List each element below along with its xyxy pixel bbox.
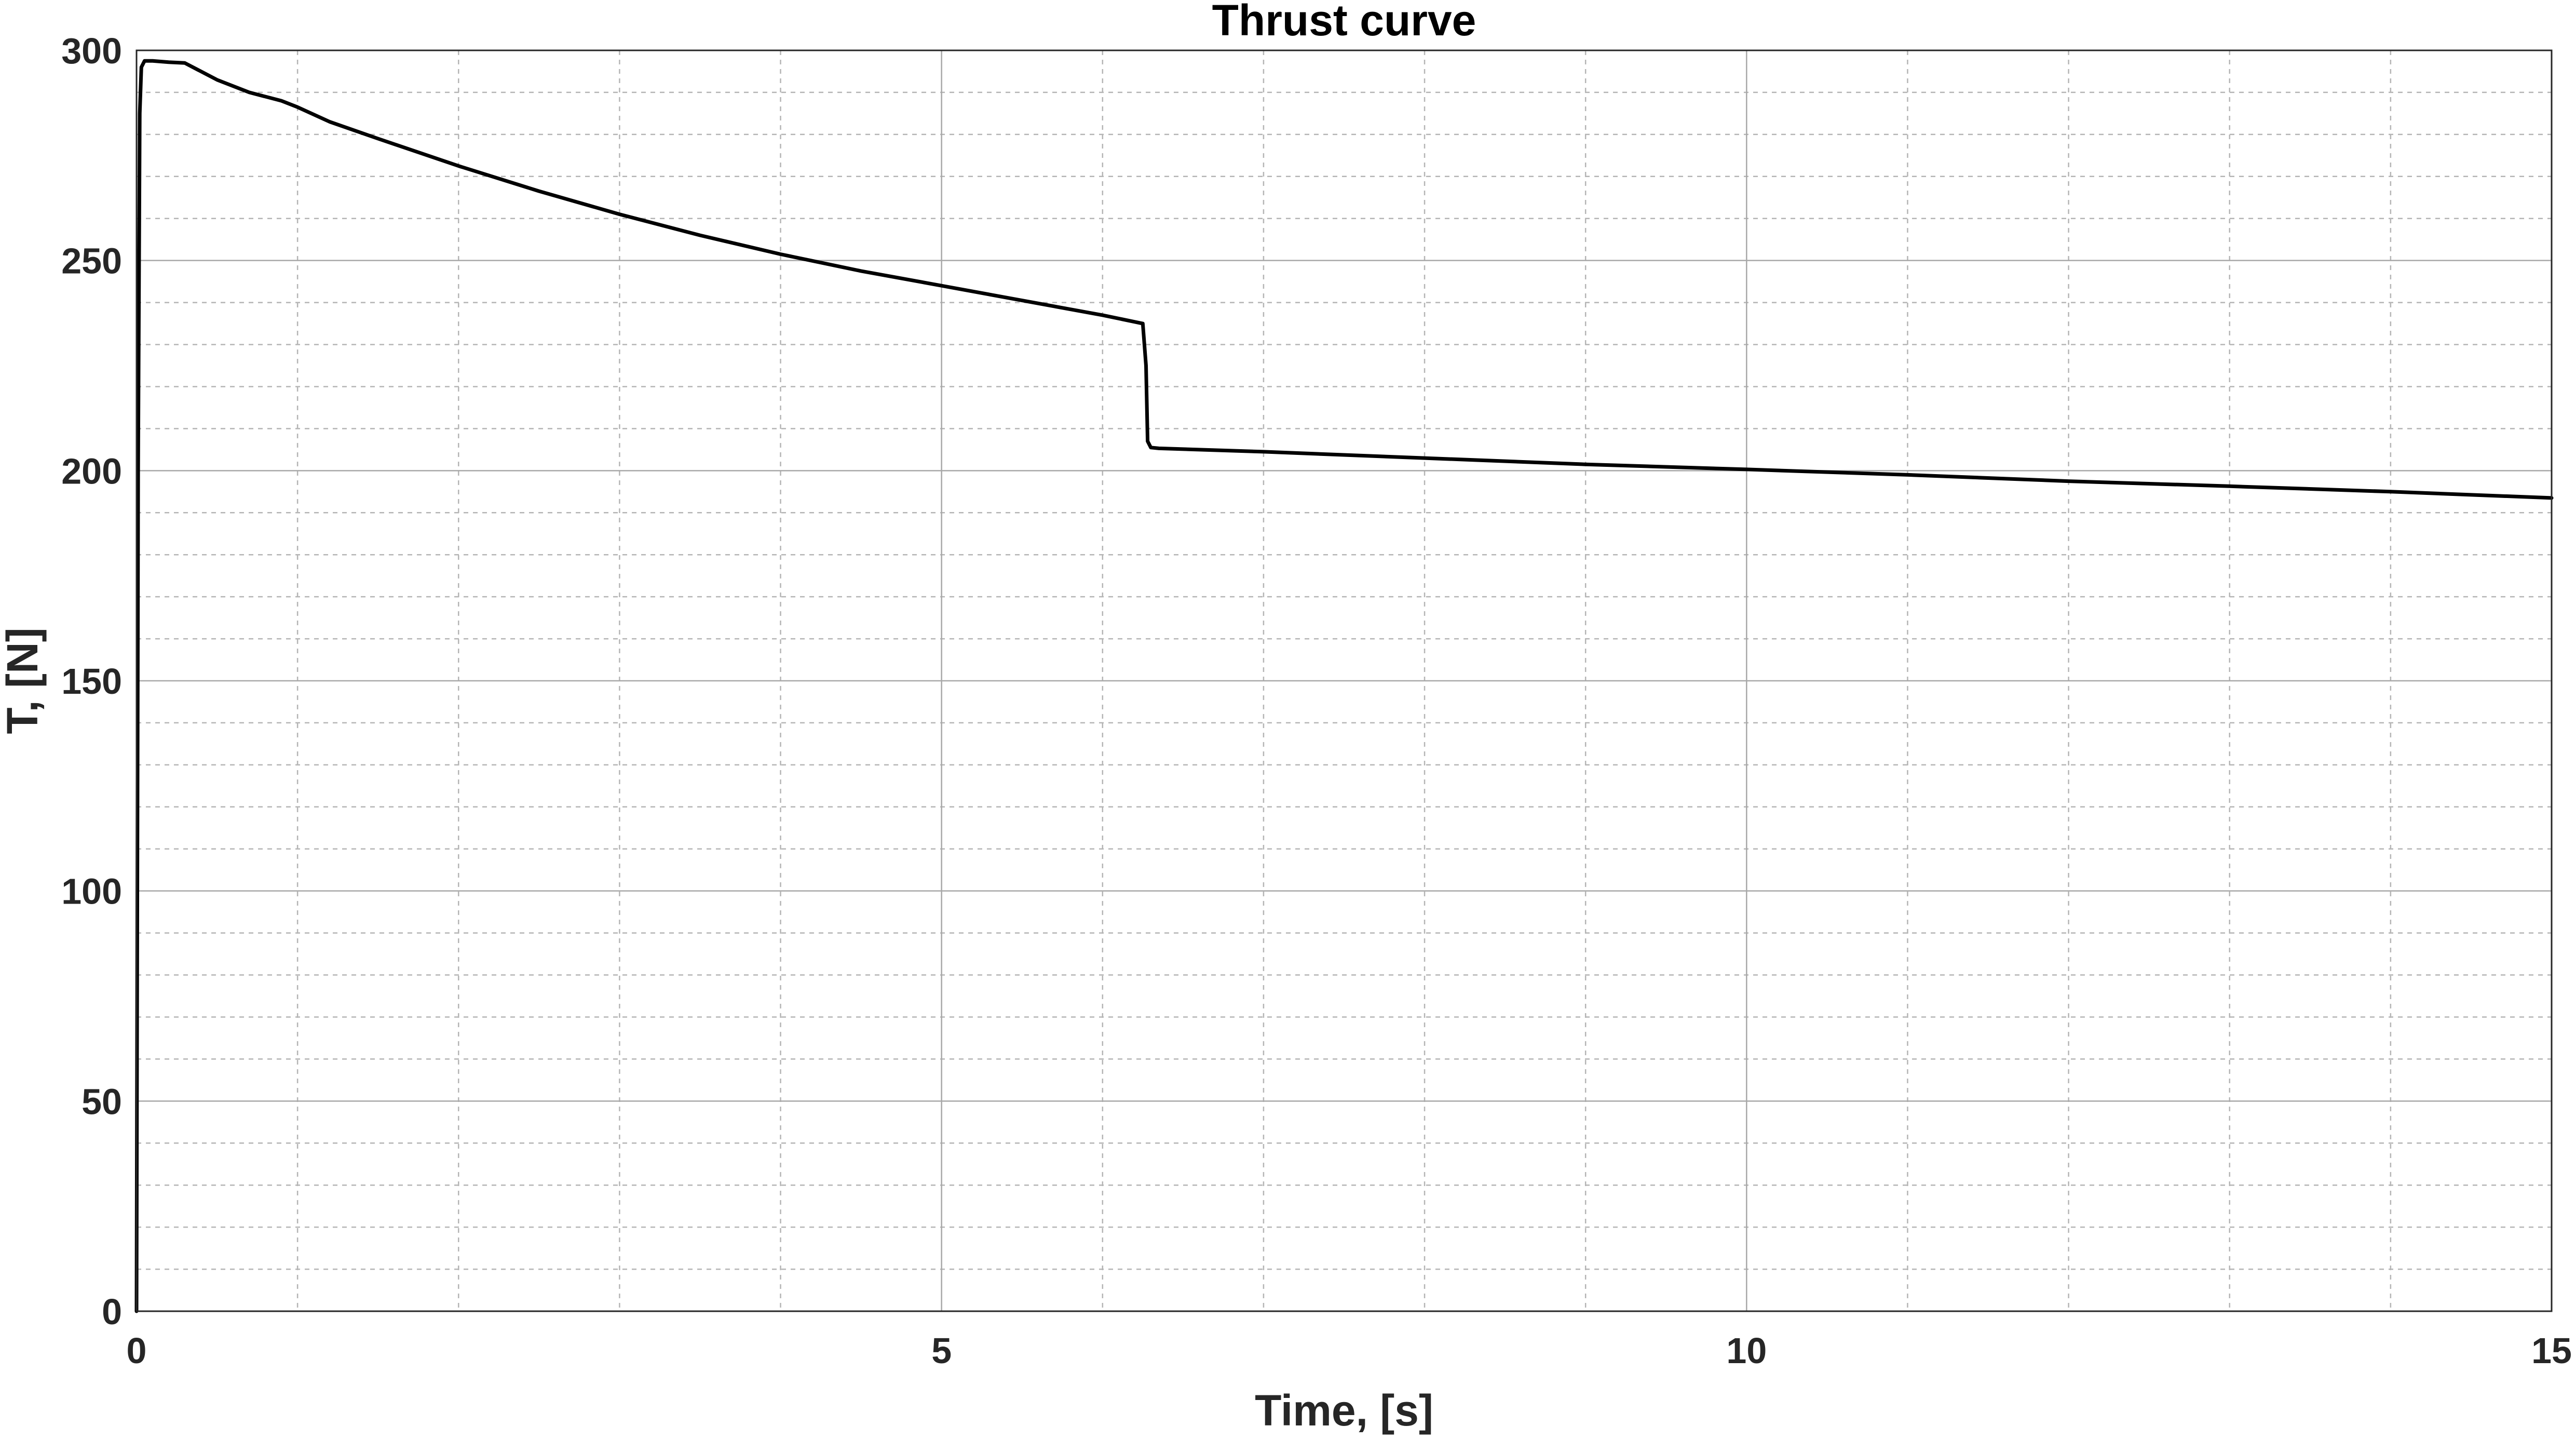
- y-tick-label: 150: [61, 661, 122, 702]
- x-tick-label: 0: [127, 1330, 147, 1371]
- x-tick-label: 5: [931, 1330, 952, 1371]
- y-tick-label: 0: [102, 1291, 122, 1332]
- grid-lines: [135, 49, 2553, 1312]
- y-tick-label: 250: [61, 241, 122, 281]
- thrust-series-line: [134, 59, 2554, 1313]
- x-tick-label: 15: [2531, 1330, 2572, 1371]
- y-tick-label: 100: [61, 871, 122, 912]
- y-tick-label: 300: [61, 31, 122, 71]
- x-tick-label: 10: [1726, 1330, 1767, 1371]
- y-tick-label: 50: [82, 1081, 122, 1122]
- plot-area: [134, 59, 2554, 1313]
- x-axis-title: Time, [s]: [1255, 1386, 1433, 1435]
- chart-title: Thrust curve: [1212, 0, 1476, 45]
- axes-box: [135, 49, 2553, 1312]
- y-tick-label: 200: [61, 451, 122, 491]
- y-axis-title: T, [N]: [0, 627, 47, 734]
